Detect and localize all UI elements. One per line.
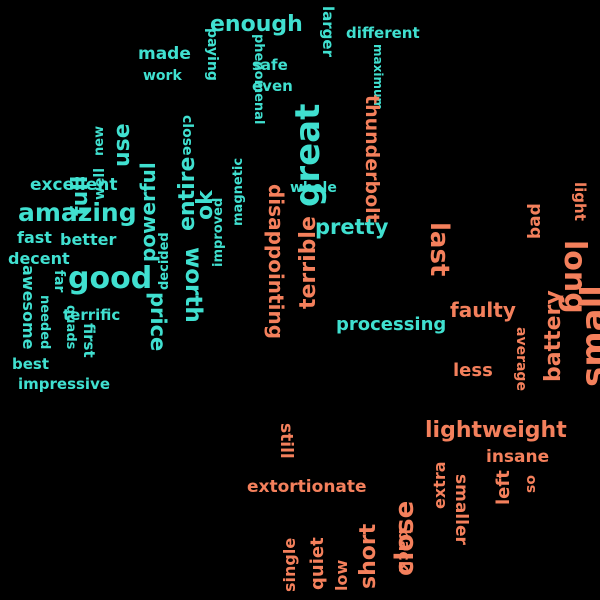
word-back-negative: back [395, 529, 414, 572]
word-needed-positive: needed [37, 295, 52, 350]
word-paying-positive: paying [204, 28, 220, 81]
word-decent-positive: decent [8, 249, 70, 268]
word-amazing-positive: amazing [18, 198, 137, 227]
word-extortionate-negative: extortionate [247, 477, 367, 497]
word-whole-positive: whole [290, 180, 337, 196]
word-worth-positive: worth [180, 247, 206, 323]
word-fast-positive: fast [17, 228, 52, 247]
word-low-negative: low [332, 559, 351, 591]
word-safe-positive: safe [252, 56, 288, 74]
word-less-negative: less [453, 360, 493, 381]
word-use-positive: use [110, 123, 135, 167]
word-single-negative: single [280, 537, 299, 592]
word-small-negative: small [574, 285, 600, 387]
word-bad-negative: bad [525, 203, 545, 239]
word-last-negative: last [424, 222, 454, 277]
word-lightweight-negative: lightweight [425, 418, 567, 443]
word-decided-positive: decided [157, 232, 172, 290]
word-extra-negative: extra [430, 461, 449, 509]
word-awesome-positive: awesome [19, 265, 38, 350]
word-thunderbolt-negative: thunderbolt [361, 95, 383, 223]
word-terrible-negative: terrible [296, 216, 321, 309]
word-quiet-negative: quiet [307, 537, 328, 590]
word-ok-positive: ok [193, 190, 218, 220]
word-price-positive: price [146, 292, 170, 352]
word-good-positive: good [68, 261, 153, 296]
word-even-positive: even [252, 77, 293, 95]
word-smaller-negative: smaller [451, 474, 471, 545]
word-processing-positive: processing [336, 314, 447, 335]
word-so-negative: so [523, 475, 539, 493]
word-still-negative: still [276, 423, 296, 459]
word-impressive-positive: impressive [18, 375, 111, 393]
word-terrific-positive: terrific [63, 306, 121, 324]
word-left-negative: left [493, 470, 514, 505]
word-insane-negative: insane [486, 447, 550, 467]
word-short-negative: short [356, 523, 381, 589]
word-magnetic-positive: magnetic [231, 157, 246, 226]
word-pretty-positive: pretty [315, 215, 389, 239]
word-battery-negative: battery [541, 290, 566, 382]
word-larger-positive: larger [319, 6, 337, 57]
word-first-positive: first [80, 323, 98, 358]
word-best-positive: best [12, 355, 50, 373]
word-work-positive: work [143, 68, 182, 84]
word-light-negative: light [571, 182, 589, 221]
word-different-positive: different [346, 24, 420, 42]
word-close-positive: close [179, 115, 195, 156]
word-disappointing-negative: disappointing [264, 184, 288, 340]
word-made-positive: made [138, 44, 191, 64]
word-new-positive: new [92, 125, 107, 156]
word-enough-positive: enough [210, 12, 303, 37]
word-faulty-negative: faulty [450, 298, 516, 322]
word-powerful-positive: powerful [136, 162, 160, 262]
word-excellent-positive: excellent [30, 175, 118, 195]
word-average-negative: average [513, 327, 529, 391]
word-better-positive: better [60, 230, 117, 249]
word-far-positive: far [51, 270, 67, 293]
